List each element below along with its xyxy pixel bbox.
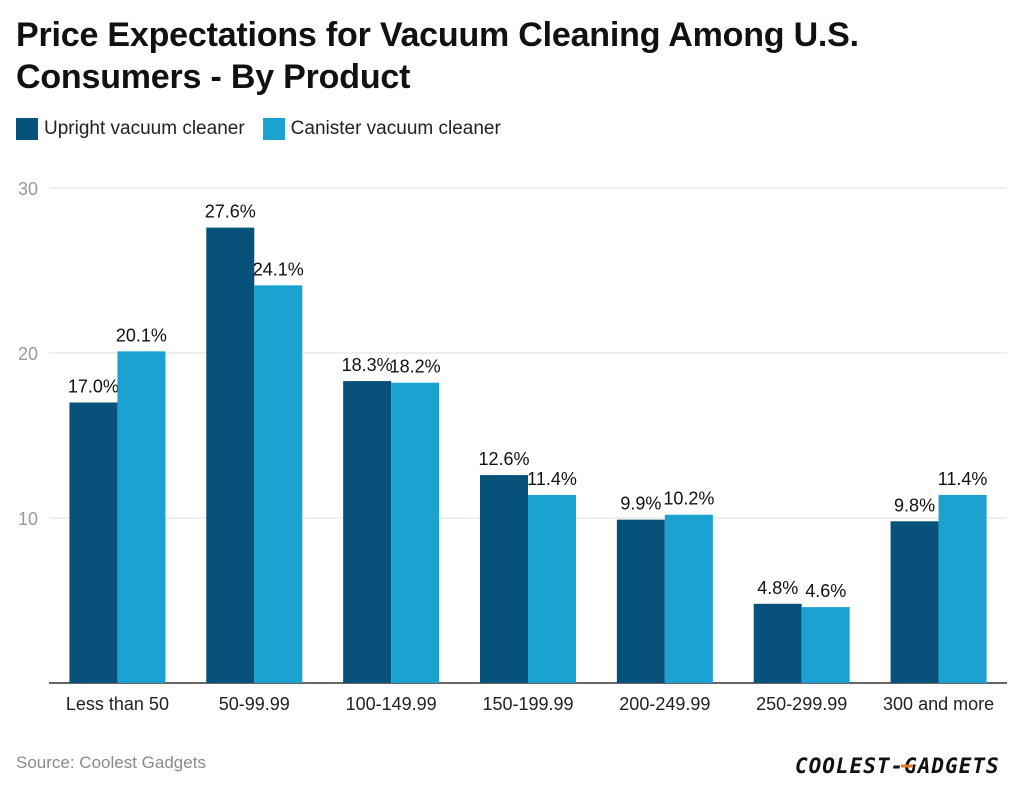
bar bbox=[480, 475, 528, 683]
bar bbox=[528, 494, 576, 683]
data-label: 18.3% bbox=[342, 355, 393, 375]
coolest-gadgets-logo: COOLEST-GADGETS bbox=[795, 754, 1000, 778]
data-label: 12.6% bbox=[478, 449, 529, 469]
x-tick-label: 200-249.99 bbox=[619, 694, 710, 714]
bar bbox=[616, 519, 665, 683]
data-label: 11.4% bbox=[938, 469, 988, 489]
bar bbox=[938, 494, 987, 683]
legend-item-upright: Upright vacuum cleaner bbox=[16, 118, 245, 140]
data-label: 11.4% bbox=[527, 469, 577, 489]
bar bbox=[753, 603, 802, 683]
y-tick-label: 30 bbox=[18, 179, 38, 199]
x-tick-label: 100-149.99 bbox=[346, 694, 437, 714]
legend-item-canister: Canister vacuum cleaner bbox=[262, 118, 501, 140]
legend-swatch-canister bbox=[262, 118, 285, 140]
chart-title: Price Expectations for Vacuum Cleaning A… bbox=[16, 16, 859, 96]
x-tick-label: 300 and more bbox=[883, 694, 994, 714]
legend: Upright vacuum cleaner Canister vacuum c… bbox=[16, 116, 519, 142]
legend-label-upright: Upright vacuum cleaner bbox=[44, 118, 245, 139]
data-label: 18.2% bbox=[390, 357, 441, 377]
x-tick-label: 250-299.99 bbox=[756, 694, 847, 714]
data-label: 4.6% bbox=[805, 581, 846, 601]
source-note: Source: Coolest Gadgets bbox=[16, 753, 206, 772]
logo-text: COOLEST-GADGETS bbox=[795, 754, 1000, 778]
bar bbox=[664, 514, 713, 683]
y-tick-label: 10 bbox=[18, 509, 38, 529]
data-label: 4.8% bbox=[757, 578, 798, 598]
x-tick-label: Less than 50 bbox=[66, 694, 169, 714]
data-label: 27.6% bbox=[205, 202, 256, 222]
bar bbox=[391, 382, 440, 683]
bar bbox=[801, 607, 850, 683]
legend-label-canister: Canister vacuum cleaner bbox=[290, 118, 501, 139]
data-label: 10.2% bbox=[663, 489, 714, 509]
data-label: 17.0% bbox=[68, 377, 119, 397]
bar bbox=[890, 521, 939, 683]
bar bbox=[343, 381, 392, 683]
x-tick-label: 50-99.99 bbox=[219, 694, 290, 714]
bar bbox=[254, 285, 303, 683]
legend-swatch-upright bbox=[16, 118, 38, 140]
data-label: 20.1% bbox=[116, 325, 167, 345]
data-label: 24.1% bbox=[253, 259, 304, 279]
y-tick-label: 20 bbox=[18, 344, 38, 364]
bar bbox=[206, 227, 255, 683]
data-label: 9.8% bbox=[894, 495, 935, 515]
x-tick-label: 150-199.99 bbox=[482, 694, 573, 714]
bar bbox=[69, 402, 118, 683]
data-label: 9.9% bbox=[620, 494, 661, 514]
bar bbox=[117, 351, 166, 683]
